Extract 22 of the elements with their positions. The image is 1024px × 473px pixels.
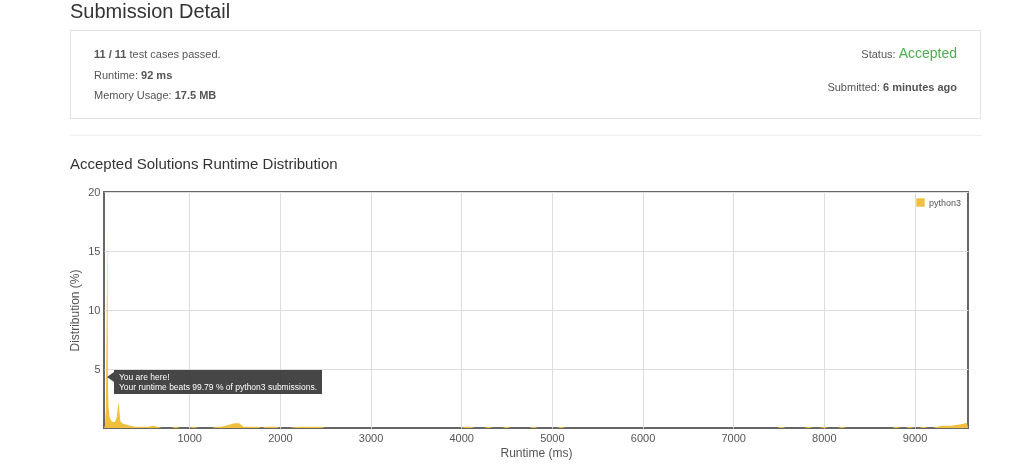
callout: You are here! Your runtime beats 99.79 % of python3 submissions. <box>106 370 323 395</box>
x-tick-label: 9000 <box>902 431 928 444</box>
x-tick-label: 2000 <box>268 431 293 444</box>
y-axis-title: Distribution (%) <box>68 269 83 352</box>
x-tick-label: 4000 <box>449 431 474 444</box>
card-panel: 11 / 11 test cases passed. Runtime: 92 ms Memory Usage: 17.5 MB Status: Accepted Submitted: 6 minutes ago <box>70 30 981 119</box>
annotation: You are here! <box>118 372 171 383</box>
x-tick-label: 1000 <box>177 431 202 444</box>
x-tick-label: 3000 <box>358 431 384 444</box>
legend-label: python3 <box>929 197 962 208</box>
annotation: Your runtime beats 99.79 % of python3 submissions. <box>118 382 318 393</box>
y-tick-label: 10 <box>88 303 101 316</box>
y-tick-label: 15 <box>88 244 101 257</box>
text: Submission Detail <box>70 0 231 23</box>
y-tick-label: 20 <box>88 185 101 198</box>
x-axis-title: Runtime (ms) <box>500 445 573 460</box>
x-tick-label: 7000 <box>721 431 746 444</box>
x-tick-label: 8000 <box>812 431 837 444</box>
y-tick-label: 5 <box>94 362 101 375</box>
chart-title: Accepted Solutions Runtime Distribution <box>70 155 338 172</box>
x-tick-label: 6000 <box>630 431 656 444</box>
x-tick-label: 5000 <box>540 431 565 444</box>
